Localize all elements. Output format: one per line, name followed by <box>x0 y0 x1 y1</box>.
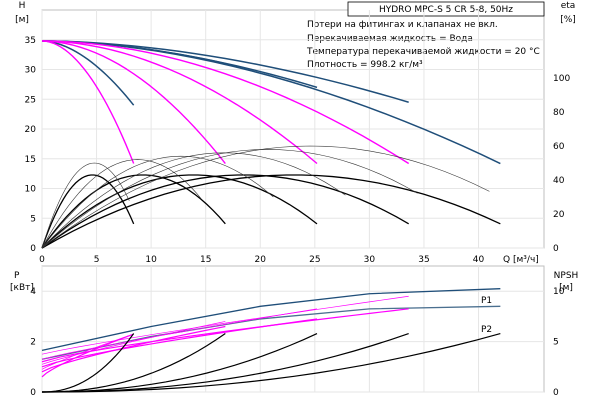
eta-tick-label: 20 <box>553 210 565 220</box>
eta-tick-label: 0 <box>553 244 559 254</box>
x-tick-label: 30 <box>364 255 376 265</box>
bottom-curves <box>41 288 501 393</box>
h-tick-label: 5 <box>30 214 36 224</box>
reduced-power-thin <box>41 321 226 365</box>
h-tick-label: 20 <box>25 125 37 135</box>
max-speed-head-curve <box>41 40 135 106</box>
annotation-1: Потери на фитингах и клапанах не вкл. <box>307 20 498 30</box>
npsh-curve <box>41 333 135 393</box>
reduced-power-thin <box>41 295 409 355</box>
h-tick-label: 15 <box>25 155 36 165</box>
series-label-p1: P1 <box>481 296 492 306</box>
x-tick-label: 40 <box>473 255 485 265</box>
x-tick-label: 15 <box>200 255 211 265</box>
npsh-curve <box>41 332 318 393</box>
reduced-power-curve <box>41 325 226 373</box>
left-axis-name-p: P <box>14 271 20 281</box>
left-axis-name-h: H <box>19 1 26 11</box>
h-tick-label: 30 <box>25 66 37 76</box>
efficiency-thin-curve <box>41 159 202 249</box>
p-tick-label: 2 <box>30 338 36 348</box>
x-tick-label: 35 <box>418 255 429 265</box>
reduced-power-curve <box>41 318 318 368</box>
reduced-power-thin <box>41 333 134 370</box>
right-axis-name-eta: eta <box>561 1 576 11</box>
h-tick-label: 35 <box>25 36 36 46</box>
top-left-ticks: 0 5 10 15 20 25 30 35 <box>25 36 37 254</box>
head-efficiency-panel: HYDRO MPC-S 5 CR 5-8, 50Hz Потери на фит… <box>15 1 576 265</box>
x-tick-label: 5 <box>94 255 100 265</box>
left-axis-unit-p: [кВт] <box>10 283 34 293</box>
npsh-tick-label: 10 <box>553 287 565 297</box>
max-speed-head-curve <box>41 40 501 165</box>
chart-title: HYDRO MPC-S 5 CR 5-8, 50Hz <box>379 5 513 15</box>
eta-tick-label: 60 <box>553 142 565 152</box>
x-axis-name-q: Q <box>503 255 510 265</box>
top-x-ticks: 0 5 10 15 20 25 30 35 40 <box>39 255 484 265</box>
npsh-tick-label: 5 <box>553 338 559 348</box>
h-tick-label: 10 <box>25 185 37 195</box>
bottom-grid <box>41 266 544 393</box>
npsh-tick-label: 0 <box>553 388 559 398</box>
efficiency-thin-curve <box>41 152 346 249</box>
npsh-curve <box>41 332 501 393</box>
eta-tick-label: 100 <box>553 74 570 84</box>
eta-tick-label: 40 <box>553 176 565 186</box>
annotation-3: Температура перекачиваемой жидкости = 20… <box>306 47 540 57</box>
p1-power-curve <box>41 288 501 352</box>
h-tick-label: 0 <box>30 244 36 254</box>
efficiency-thin-curve <box>41 145 490 249</box>
x-tick-label: 0 <box>39 255 45 265</box>
reduced-power-curve <box>41 308 409 363</box>
efficiency-thin-curve <box>41 149 418 249</box>
top-right-ticks: 0 20 40 60 80 100 <box>553 74 570 254</box>
left-axis-unit-h: [м] <box>15 15 29 25</box>
reduced-speed-head-curve <box>41 40 135 164</box>
x-tick-label: 10 <box>145 255 157 265</box>
efficiency-curve <box>41 174 135 249</box>
efficiency-curve <box>41 174 410 249</box>
npsh-curve <box>41 333 226 393</box>
reduced-speed-head-curve <box>41 40 226 164</box>
reduced-speed-head-curve <box>41 40 318 165</box>
x-axis-unit-q: [м³/ч] <box>513 255 539 265</box>
efficiency-curve <box>41 174 318 249</box>
p-tick-label: 4 <box>30 287 36 297</box>
p-tick-label: 0 <box>30 388 36 398</box>
max-speed-head-curve <box>41 40 409 103</box>
annotation-4: Плотность = 998.2 кг/м³ <box>307 60 423 70</box>
power-npsh-panel: P [кВт] NPSH [м] P1 P2 0 2 4 0 5 10 <box>10 265 579 398</box>
right-axis-name-npsh: NPSH <box>554 271 579 281</box>
top-grid <box>41 10 544 249</box>
efficiency-thin-curve <box>41 155 274 249</box>
top-curves <box>41 40 501 249</box>
reduced-speed-head-curve <box>41 40 410 165</box>
right-axis-unit-npsh: [м] <box>559 283 573 293</box>
right-axis-unit-eta: [%] <box>560 15 576 25</box>
efficiency-curve <box>41 174 226 249</box>
series-label-p2: P2 <box>481 325 492 335</box>
bottom-plot-frame <box>41 265 545 393</box>
h-tick-label: 25 <box>25 95 36 105</box>
annotation-2: Перекачиваемая жидкость = Вода <box>307 34 473 44</box>
title-box <box>347 1 545 17</box>
x-tick-label: 20 <box>255 255 267 265</box>
x-tick-label: 25 <box>309 255 320 265</box>
efficiency-thin-curve <box>41 162 130 249</box>
bottom-right-ticks: 0 5 10 <box>553 287 565 398</box>
eta-tick-label: 80 <box>553 108 565 118</box>
bottom-left-ticks: 0 2 4 <box>30 287 36 398</box>
efficiency-curve <box>41 174 501 249</box>
